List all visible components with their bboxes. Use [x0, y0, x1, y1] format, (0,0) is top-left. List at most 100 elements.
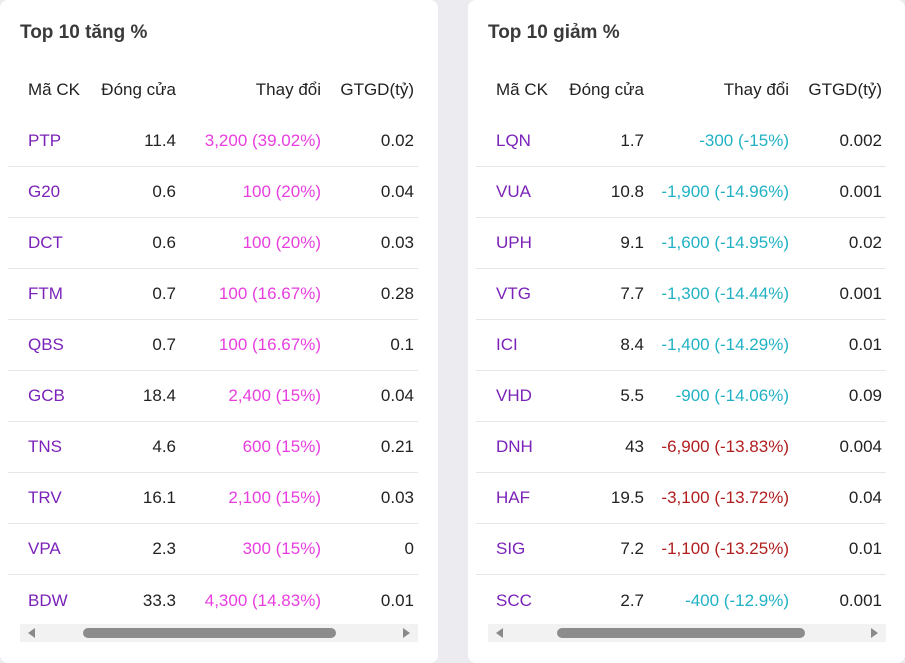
table-body: PTP 11.4 3,200 (39.02%) 0.02 G20 0.6 100 (20%)…: [8, 116, 418, 626]
price-change: -6,900 (-13.83%): [661, 437, 789, 456]
trade-value: 0.002: [839, 131, 882, 150]
table-row[interactable]: VUA 10.8 -1,900 (-14.96%) 0.001: [476, 167, 886, 218]
horizontal-scrollbar[interactable]: [488, 624, 886, 642]
symbol-link[interactable]: VPA: [28, 539, 61, 558]
table-row[interactable]: DNH 43 -6,900 (-13.83%) 0.004: [476, 422, 886, 473]
trade-value: 0.21: [380, 437, 414, 456]
header-change: Thay đổi: [255, 80, 321, 99]
trade-value: 0.04: [380, 386, 414, 405]
trade-value: 0.001: [839, 182, 882, 201]
symbol-link[interactable]: BDW: [28, 590, 68, 610]
header-symbol: Mã CK: [28, 80, 80, 99]
table-row[interactable]: LQN 1.7 -300 (-15%) 0.002: [476, 116, 886, 167]
header-change: Thay đổi: [723, 80, 789, 99]
price-change: -1,900 (-14.96%): [661, 182, 789, 201]
price-change: 100 (20%): [242, 182, 321, 201]
trade-value: 0.03: [380, 488, 414, 507]
symbol-link[interactable]: DNH: [496, 437, 533, 456]
losers-table: Mã CK Đóng cửa Thay đổi GTGD(tỷ) LQN 1.7 -…: [476, 64, 886, 626]
price-change: -3,100 (-13.72%): [661, 488, 789, 507]
symbol-link[interactable]: SIG: [496, 539, 526, 558]
symbol-link[interactable]: UPH: [496, 233, 532, 252]
symbol-link[interactable]: TNS: [28, 437, 62, 456]
table-header: Mã CK Đóng cửa Thay đổi GTGD(tỷ): [476, 64, 886, 116]
trade-value: 0.02: [380, 131, 414, 150]
symbol-link[interactable]: HAF: [496, 488, 530, 507]
symbol-link[interactable]: LQN: [496, 131, 531, 150]
table-row[interactable]: G20 0.6 100 (20%) 0.04: [8, 167, 418, 218]
table-body: LQN 1.7 -300 (-15%) 0.002 VUA 10.8 -1,900 (-14…: [476, 116, 886, 626]
table-row[interactable]: FTM 0.7 100 (16.67%) 0.28: [8, 269, 418, 320]
panel-title: Top 10 giảm %: [488, 22, 620, 43]
scrollbar-thumb[interactable]: [557, 628, 805, 638]
table-row[interactable]: GCB 18.4 2,400 (15%) 0.04: [8, 371, 418, 422]
table-row[interactable]: HAF 19.5 -3,100 (-13.72%) 0.04: [476, 473, 886, 524]
symbol-link[interactable]: VTG: [496, 284, 531, 303]
price-change: -1,100 (-13.25%): [661, 539, 789, 558]
price-change: 100 (20%): [242, 233, 321, 252]
close-price: 8.4: [620, 335, 644, 354]
horizontal-scrollbar[interactable]: [20, 624, 418, 642]
symbol-link[interactable]: QBS: [28, 335, 64, 354]
symbol-link[interactable]: SCC: [496, 590, 532, 610]
close-price: 0.7: [152, 284, 176, 303]
scroll-right-icon[interactable]: [403, 628, 410, 638]
close-price: 19.5: [610, 488, 644, 507]
trade-value: 0.02: [848, 233, 882, 252]
symbol-link[interactable]: ICI: [496, 335, 518, 354]
symbol-link[interactable]: TRV: [28, 488, 62, 507]
table-row[interactable]: VTG 7.7 -1,300 (-14.44%) 0.001: [476, 269, 886, 320]
scroll-right-icon[interactable]: [871, 628, 878, 638]
symbol-link[interactable]: FTM: [28, 284, 63, 303]
header-close: Đóng cửa: [101, 80, 176, 99]
symbol-link[interactable]: VUA: [496, 182, 531, 201]
header-value: GTGD(tỷ): [808, 80, 882, 99]
close-price: 1.7: [620, 131, 644, 150]
price-change: -900 (-14.06%): [675, 386, 789, 405]
symbol-link[interactable]: G20: [28, 182, 61, 201]
close-price: 7.7: [620, 284, 644, 303]
table-row[interactable]: DCT 0.6 100 (20%) 0.03: [8, 218, 418, 269]
price-change: 600 (15%): [242, 437, 321, 456]
trade-value: 0.28: [380, 284, 414, 303]
table-row[interactable]: PTP 11.4 3,200 (39.02%) 0.02: [8, 116, 418, 167]
table-row[interactable]: SIG 7.2 -1,100 (-13.25%) 0.01: [476, 524, 886, 575]
trade-value: 0.01: [848, 539, 882, 558]
table-row[interactable]: SCC 2.7 -400 (-12.9%) 0.001: [476, 575, 886, 626]
scrollbar-thumb[interactable]: [83, 628, 336, 638]
price-change: -1,300 (-14.44%): [661, 284, 789, 303]
close-price: 33.3: [142, 590, 176, 610]
close-price: 11.4: [144, 131, 176, 150]
scroll-left-icon[interactable]: [496, 628, 503, 638]
price-change: 4,300 (14.83%): [204, 590, 321, 610]
table-row[interactable]: TNS 4.6 600 (15%) 0.21: [8, 422, 418, 473]
trade-value: 0.001: [839, 590, 882, 610]
table-row[interactable]: QBS 0.7 100 (16.67%) 0.1: [8, 320, 418, 371]
close-price: 7.2: [620, 539, 644, 558]
gainers-table: Mã CK Đóng cửa Thay đổi GTGD(tỷ) PTP 11.4…: [8, 64, 418, 626]
table-row[interactable]: TRV 16.1 2,100 (15%) 0.03: [8, 473, 418, 524]
trade-value: 0.004: [839, 437, 882, 456]
table-row[interactable]: VPA 2.3 300 (15%) 0: [8, 524, 418, 575]
close-price: 2.3: [152, 539, 176, 558]
price-change: -400 (-12.9%): [685, 590, 789, 610]
table-row[interactable]: UPH 9.1 -1,600 (-14.95%) 0.02: [476, 218, 886, 269]
close-price: 0.7: [152, 335, 176, 354]
price-change: 2,400 (15%): [228, 386, 321, 405]
table-row[interactable]: ICI 8.4 -1,400 (-14.29%) 0.01: [476, 320, 886, 371]
close-price: 43: [625, 437, 644, 456]
close-price: 0.6: [152, 233, 176, 252]
trade-value: 0.04: [380, 182, 414, 201]
table-row[interactable]: VHD 5.5 -900 (-14.06%) 0.09: [476, 371, 886, 422]
close-price: 5.5: [620, 386, 644, 405]
symbol-link[interactable]: GCB: [28, 386, 65, 405]
symbol-link[interactable]: DCT: [28, 233, 63, 252]
header-value: GTGD(tỷ): [340, 80, 414, 99]
price-change: 3,200 (39.02%): [204, 131, 321, 150]
scroll-left-icon[interactable]: [28, 628, 35, 638]
close-price: 10.8: [610, 182, 644, 201]
close-price: 9.1: [620, 233, 644, 252]
table-row[interactable]: BDW 33.3 4,300 (14.83%) 0.01: [8, 575, 418, 626]
symbol-link[interactable]: VHD: [496, 386, 532, 405]
symbol-link[interactable]: PTP: [28, 131, 62, 150]
